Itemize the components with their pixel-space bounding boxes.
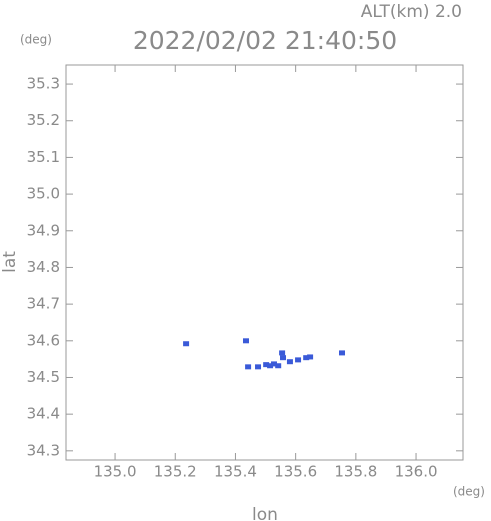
echo-point: [263, 362, 270, 368]
x-tick-label: 135.4: [214, 463, 257, 481]
echo-point: [286, 359, 293, 365]
echo-point: [267, 363, 274, 369]
y-tick-label: 35.0: [27, 185, 60, 203]
echo-point: [303, 355, 310, 361]
y-tick-label: 35.1: [27, 148, 60, 166]
y-tick-label: 34.4: [27, 405, 60, 423]
x-tick-label: 135.2: [154, 463, 197, 481]
echo-point: [183, 341, 190, 347]
x-unit: (deg): [453, 485, 485, 499]
x-tick-label: 135.0: [94, 463, 137, 481]
x-tick-label: 136.0: [395, 463, 438, 481]
y-tick-label: 34.9: [27, 221, 60, 239]
echo-point: [339, 350, 346, 356]
y-tick-label: 34.8: [27, 258, 60, 276]
x-tick-label: 135.6: [274, 463, 317, 481]
y-tick-label: 34.6: [27, 331, 60, 349]
y-axis-label: lat: [0, 251, 20, 273]
echo-point: [295, 357, 302, 363]
x-axis-label: lon: [252, 505, 278, 521]
y-tick-label: 35.2: [27, 111, 60, 129]
chart-title: 2022/02/02 21:40:50: [133, 26, 397, 55]
y-unit: (deg): [20, 33, 52, 47]
echo-point: [245, 364, 252, 370]
echo-point: [270, 361, 277, 367]
echo-point: [307, 354, 314, 360]
echo-point: [280, 355, 287, 361]
x-tick-label: 135.8: [334, 463, 377, 481]
plot-frame: [65, 64, 464, 461]
y-tick-label: 34.3: [27, 441, 60, 459]
y-tick-label: 34.7: [27, 295, 60, 313]
echo-point: [275, 363, 282, 369]
y-tick-label: 35.3: [27, 75, 60, 93]
echo-point: [279, 350, 286, 356]
echo-point: [242, 338, 249, 344]
altitude-label: ALT(km) 2.0: [361, 2, 462, 22]
y-tick-label: 34.5: [27, 368, 60, 386]
echo-point: [255, 364, 262, 370]
